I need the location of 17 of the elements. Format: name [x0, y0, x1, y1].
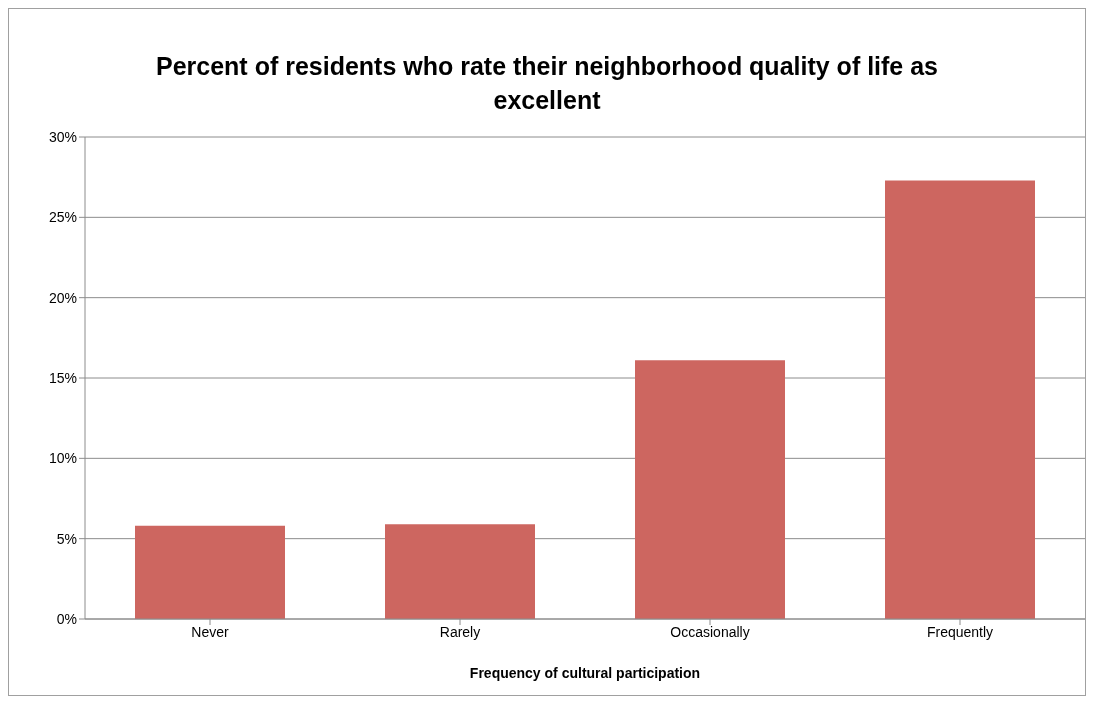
y-tick-label: 10%: [48, 450, 77, 467]
y-tick-label: 5%: [56, 530, 77, 547]
y-tick-label: 0%: [56, 610, 77, 627]
x-tick-label: Occasionally: [670, 623, 750, 640]
y-tick-label: 25%: [48, 209, 77, 226]
x-tick-label: Never: [191, 623, 229, 640]
bar: [135, 525, 285, 619]
y-tick-label: 20%: [48, 289, 77, 306]
x-tick-label: Frequently: [926, 623, 994, 640]
x-axis-title: Frequency of cultural participation: [468, 665, 702, 681]
bar: [885, 180, 1035, 619]
bar: [385, 524, 535, 619]
chart-title: Percent of residents who rate their neighborhood quality of life as excellent: [154, 51, 940, 116]
bar: [635, 360, 785, 619]
y-tick-label: 30%: [48, 128, 77, 145]
y-tick-label: 15%: [48, 369, 77, 386]
x-tick-label: Rarely: [439, 623, 481, 640]
